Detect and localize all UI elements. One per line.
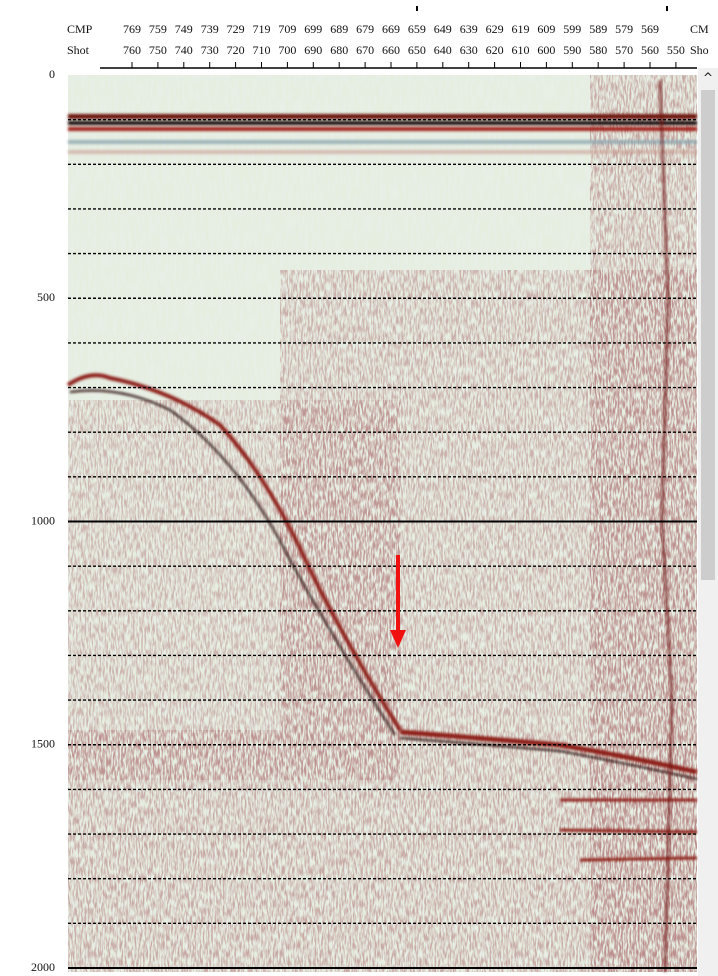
shot-tick-label: 600 bbox=[537, 43, 555, 57]
time-label: 1500 bbox=[31, 737, 55, 751]
shot-tick-label: 640 bbox=[434, 43, 452, 57]
shot-tick-label: 660 bbox=[382, 43, 400, 57]
shot-tick-label: 690 bbox=[304, 43, 322, 57]
cmp-tick-label: 739 bbox=[201, 22, 219, 36]
shot-tick-label: 650 bbox=[408, 43, 426, 57]
annotation-arrow-head bbox=[390, 630, 406, 648]
cmp-label: CMP bbox=[67, 22, 93, 36]
cmp-tick-label: 749 bbox=[175, 22, 193, 36]
shot-tick-label: 590 bbox=[563, 43, 581, 57]
cmp-tick-label: 609 bbox=[537, 22, 555, 36]
cmp-tick-label: 669 bbox=[382, 22, 400, 36]
shot-tick-label: 670 bbox=[356, 43, 374, 57]
time-label: 1000 bbox=[31, 513, 55, 527]
marker bbox=[666, 6, 668, 11]
time-label: 0 bbox=[49, 67, 55, 81]
shot-tick-label: 740 bbox=[175, 43, 193, 57]
cmp-tick-label: 729 bbox=[227, 22, 245, 36]
cmp-tick-label: 649 bbox=[434, 22, 452, 36]
time-label: 500 bbox=[37, 290, 55, 304]
cmp-tick-label: 599 bbox=[563, 22, 581, 36]
seismic-section bbox=[66, 75, 698, 973]
cmp-tick-label: 569 bbox=[641, 22, 659, 36]
cmp-tick-label: 689 bbox=[330, 22, 348, 36]
shot-tick-label: 630 bbox=[460, 43, 478, 57]
shot-tick-label: 720 bbox=[227, 43, 245, 57]
shot-tick-label: 610 bbox=[512, 43, 530, 57]
shot-tick-label: 680 bbox=[330, 43, 348, 57]
shot-tick-label: 580 bbox=[589, 43, 607, 57]
shot-tick-label: 710 bbox=[253, 43, 271, 57]
shot-tick-label: 750 bbox=[149, 43, 167, 57]
cmp-tick-label: 629 bbox=[486, 22, 504, 36]
cmp-tick-label: 619 bbox=[512, 22, 530, 36]
cmp-tick-label: 759 bbox=[149, 22, 167, 36]
time-axis: 0 500 1000 1500 2000 bbox=[31, 67, 55, 974]
scroll-up[interactable]: ^ bbox=[703, 71, 713, 85]
shot-label: Shot bbox=[67, 43, 90, 57]
cmp-tick-label: 579 bbox=[615, 22, 633, 36]
shot-tick-label: 730 bbox=[201, 43, 219, 57]
shot-tick-label: 620 bbox=[486, 43, 504, 57]
marker bbox=[416, 6, 418, 11]
cmp-tick-label: 699 bbox=[304, 22, 322, 36]
shot-tick-label: 570 bbox=[615, 43, 633, 57]
cmp-tick-label: 719 bbox=[253, 22, 271, 36]
shot-tick-label: 760 bbox=[123, 43, 141, 57]
cmp-tick-label: 709 bbox=[278, 22, 296, 36]
time-label: 2000 bbox=[31, 960, 55, 974]
shot-tick-label: 700 bbox=[278, 43, 296, 57]
cmp-label-right: CM bbox=[690, 22, 709, 36]
cmp-tick-label: 769 bbox=[123, 22, 141, 36]
top-ticks: 769 759 749 739 729 719 709 699 689 679 669 659 649 6… bbox=[123, 22, 685, 68]
cmp-tick-label: 639 bbox=[460, 22, 478, 36]
cmp-tick-label: 589 bbox=[589, 22, 607, 36]
shot-tick-label: 550 bbox=[667, 43, 685, 57]
scrollbar-thumb[interactable] bbox=[701, 90, 715, 580]
shot-tick-label: 560 bbox=[641, 43, 659, 57]
time-lines bbox=[68, 118, 697, 969]
cmp-tick-label: 679 bbox=[356, 22, 374, 36]
cmp-tick-label: 659 bbox=[408, 22, 426, 36]
shot-label-right: Sho bbox=[690, 43, 709, 57]
